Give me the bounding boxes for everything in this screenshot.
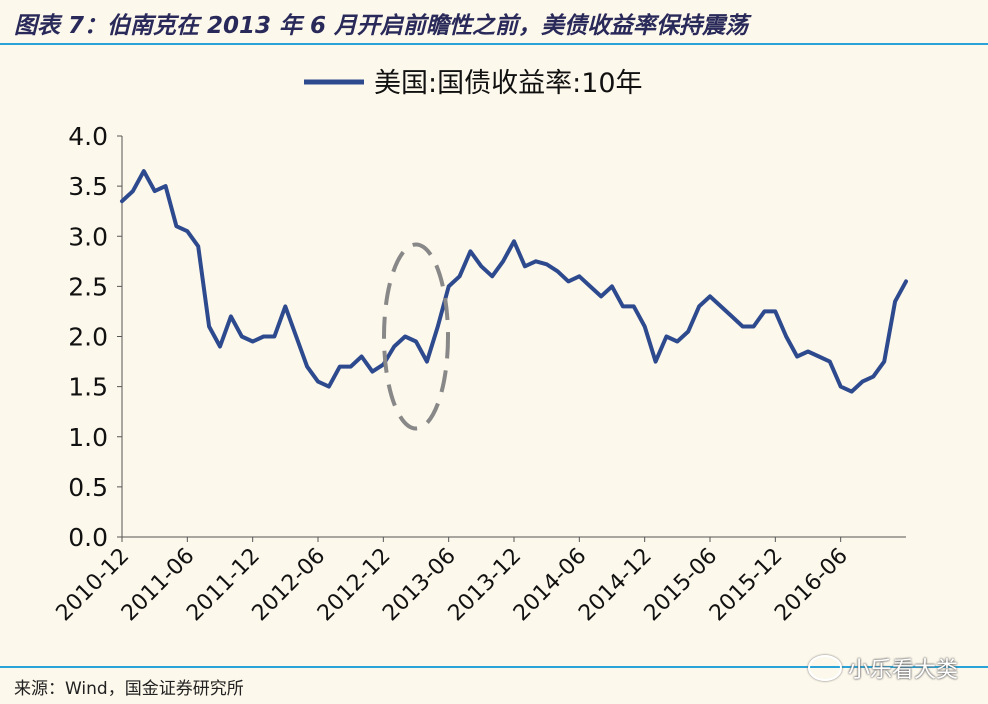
data-point — [120, 199, 124, 203]
data-point — [828, 360, 832, 364]
footer-divider — [0, 666, 988, 668]
legend-label: 美国:国债收益率:10年 — [374, 68, 643, 99]
wechat-icon — [807, 655, 842, 681]
series-line-us-10y — [120, 169, 908, 394]
data-point — [327, 385, 331, 389]
data-point — [741, 325, 745, 328]
data-point — [632, 304, 636, 308]
data-point — [479, 264, 483, 268]
data-point — [283, 304, 287, 308]
data-point — [839, 385, 843, 389]
data-point — [490, 274, 494, 278]
chart-title: 图表 7：伯南克在 2013 年 6 月开启前瞻性之前，美债收益率保持震荡 — [14, 13, 749, 39]
data-point — [272, 335, 276, 338]
data-point — [360, 355, 364, 358]
data-point — [294, 335, 298, 338]
data-point — [240, 335, 244, 338]
data-point — [871, 375, 875, 379]
watermark-text: 小乐看大类 — [847, 658, 958, 683]
data-point — [795, 355, 799, 358]
x-tick-label: 2016-06 — [770, 544, 853, 627]
data-point — [153, 189, 157, 193]
data-point — [588, 284, 592, 288]
y-tick-label: 0.5 — [68, 473, 108, 502]
data-point — [817, 355, 821, 358]
data-point — [436, 325, 440, 328]
data-point — [370, 370, 374, 374]
data-point — [643, 325, 647, 328]
data-point — [414, 340, 418, 343]
data-point — [229, 314, 233, 318]
data-point — [545, 262, 549, 266]
data-point — [882, 360, 886, 364]
source-note: 来源：Wind，国金证券研究所 — [14, 679, 244, 699]
y-tick-label: 2.0 — [68, 323, 108, 352]
data-point — [305, 365, 309, 369]
data-point — [392, 345, 396, 348]
data-point — [218, 345, 222, 348]
data-point — [806, 350, 810, 353]
data-point — [850, 390, 854, 394]
y-tick-label: 4.0 — [68, 122, 108, 151]
data-point — [185, 229, 189, 233]
data-point — [196, 244, 200, 248]
data-point — [719, 304, 723, 308]
data-point — [403, 335, 407, 338]
data-point — [534, 259, 538, 263]
data-point — [893, 299, 897, 303]
data-point — [447, 284, 451, 288]
data-point — [784, 335, 788, 338]
y-tick-label: 0.0 — [68, 523, 108, 552]
data-point — [599, 294, 603, 298]
data-point — [142, 169, 146, 173]
y-tick-label: 1.0 — [68, 423, 108, 452]
data-point — [174, 224, 178, 228]
data-point — [675, 340, 679, 343]
data-point — [730, 314, 734, 318]
data-point — [621, 304, 625, 308]
data-point — [577, 274, 581, 278]
data-point — [708, 294, 712, 298]
data-point — [262, 335, 266, 338]
data-point — [654, 360, 658, 364]
data-point — [904, 279, 908, 283]
data-point — [131, 189, 135, 193]
data-point — [164, 184, 168, 188]
data-point — [773, 309, 777, 313]
data-point — [752, 325, 756, 328]
data-point — [468, 249, 472, 253]
data-point — [762, 309, 766, 313]
data-point — [207, 325, 211, 328]
data-point — [860, 380, 864, 384]
data-point — [664, 335, 668, 338]
y-tick-label: 3.5 — [68, 172, 108, 201]
watermark: 小乐看大类 — [807, 652, 958, 684]
data-point — [512, 239, 516, 243]
data-point — [686, 330, 690, 333]
data-point — [349, 365, 353, 369]
y-tick-label: 3.0 — [68, 222, 108, 251]
y-tick-label: 1.5 — [68, 373, 108, 402]
data-point — [316, 380, 320, 384]
data-point — [425, 360, 429, 364]
chart-canvas: 0.00.51.01.52.02.53.03.54.02010-122011-0… — [52, 68, 908, 627]
data-point — [523, 264, 527, 268]
data-point — [566, 279, 570, 283]
data-point — [251, 340, 255, 343]
header-divider — [0, 43, 988, 45]
data-point — [556, 269, 560, 273]
y-tick-label: 2.5 — [68, 272, 108, 301]
data-point — [458, 274, 462, 278]
data-point — [501, 259, 505, 263]
data-point — [338, 365, 342, 369]
data-point — [610, 284, 614, 288]
highlight-ellipse — [382, 242, 450, 431]
data-point — [697, 304, 701, 308]
